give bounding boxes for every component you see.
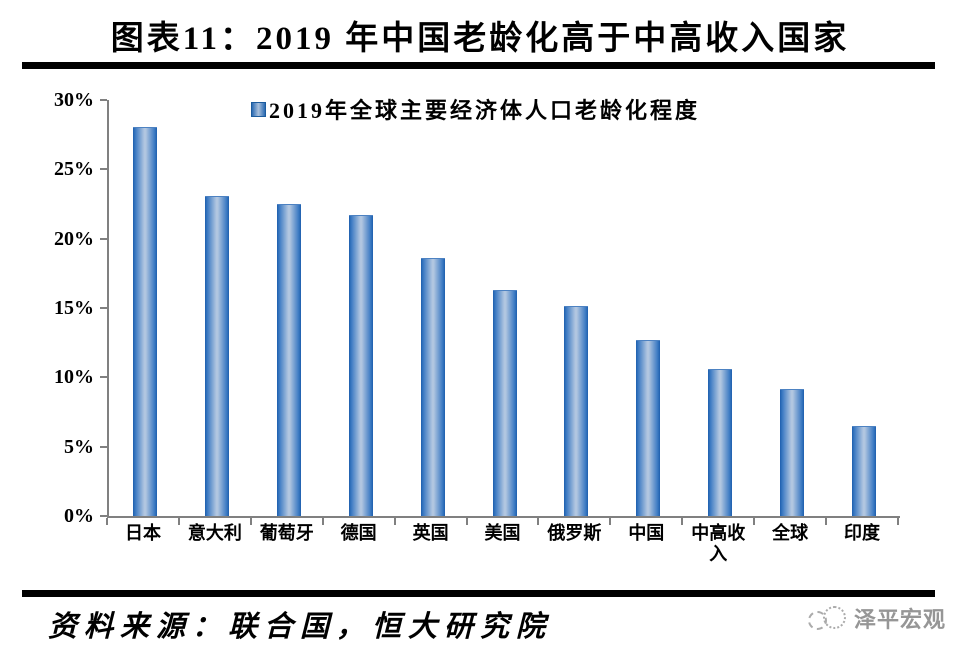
source-note: 资料来源：联合国，恒大研究院 [48, 611, 553, 643]
x-label-upper-middle-income: 中高收入 [691, 523, 746, 564]
x-label-world: 全球 [772, 523, 809, 543]
y-tick-label-20: 20% [54, 227, 94, 250]
legend-label: 2019年全球主要经济体人口老龄化程度 [269, 98, 701, 123]
y-tick-label-25: 25% [54, 158, 94, 181]
y-tick-label-30: 30% [54, 89, 94, 111]
y-tick-label-0: 0% [64, 505, 94, 527]
x-tick-mark [106, 518, 108, 525]
y-tick-label-5: 5% [64, 435, 94, 458]
x-label-italy: 意大利 [187, 523, 242, 543]
bar-uk [420, 258, 445, 516]
title-divider [22, 62, 935, 69]
bar-world [780, 389, 805, 516]
y-tick-mark [100, 515, 107, 517]
x-tick-mark [681, 518, 684, 525]
x-label-india: 印度 [844, 523, 881, 543]
x-label-japan: 日本 [124, 523, 161, 543]
x-label-china: 中国 [628, 523, 665, 543]
y-tick-mark [100, 237, 107, 240]
legend-marker-icon [251, 101, 266, 117]
y-tick-label-15: 15% [54, 297, 94, 319]
footer-divider [22, 590, 935, 597]
chart-legend: 2019年全球主要经济体人口老龄化程度 [251, 93, 700, 125]
brand-logo-icon [807, 603, 849, 633]
x-tick-mark [249, 518, 252, 525]
x-tick-mark [177, 518, 180, 525]
x-tick-mark [393, 518, 396, 525]
x-tick-mark [321, 518, 324, 525]
y-tick-mark [100, 307, 107, 309]
y-tick-mark [100, 376, 107, 379]
x-tick-mark [465, 518, 468, 525]
bar-china [636, 340, 661, 516]
bar-india [852, 426, 877, 516]
y-tick-mark [100, 168, 107, 171]
x-label-usa: 美国 [484, 523, 521, 543]
x-tick-mark [537, 518, 540, 525]
y-tick-mark [100, 99, 107, 101]
bar-germany [348, 215, 373, 516]
x-label-germany: 德国 [340, 523, 377, 543]
bar-italy [204, 196, 229, 516]
plot-area [107, 100, 900, 518]
bar-russia [564, 306, 589, 516]
x-tick-mark [825, 518, 828, 525]
brand-logo: 泽平宏观 [807, 602, 946, 634]
x-tick-mark [897, 518, 899, 525]
x-label-uk: 英国 [412, 523, 449, 543]
x-label-russia: 俄罗斯 [547, 523, 602, 543]
y-tick-mark [100, 445, 107, 448]
x-tick-mark [753, 518, 756, 525]
x-label-portugal: 葡萄牙 [259, 523, 314, 543]
figure-title: 图表11：2019 年中国老龄化高于中高收入国家 [110, 21, 850, 57]
bar-japan [132, 127, 157, 516]
bar-usa [492, 290, 517, 516]
x-tick-mark [609, 518, 612, 525]
bar-portugal [276, 204, 301, 516]
brand-logo-text: 泽平宏观 [853, 607, 946, 632]
y-tick-label-10: 10% [54, 366, 94, 389]
bar-upper-middle-income [708, 369, 733, 516]
